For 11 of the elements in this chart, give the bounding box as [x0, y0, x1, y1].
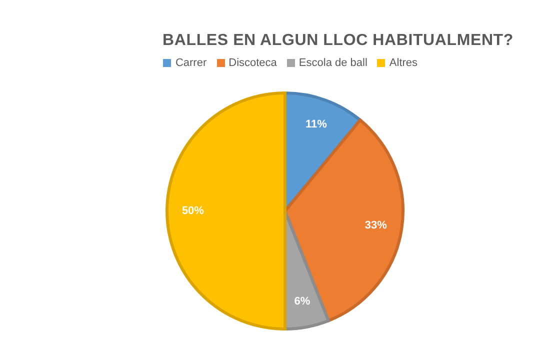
- chart-title: BALLES EN ALGUN LLOC HABITUALMENT?: [162, 32, 514, 50]
- data-label: 50%: [182, 205, 204, 217]
- data-label: 11%: [305, 118, 328, 130]
- data-label: 33%: [364, 219, 388, 232]
- data-label: 6%: [294, 295, 310, 308]
- legend-label: Escola de ball: [298, 57, 368, 69]
- legend-label: Discoteca: [228, 57, 277, 69]
- pie-slice: [166, 92, 286, 330]
- legend-label: Carrer: [175, 57, 207, 69]
- pie-slice: [284, 118, 404, 322]
- legend-label: Altres: [389, 57, 418, 69]
